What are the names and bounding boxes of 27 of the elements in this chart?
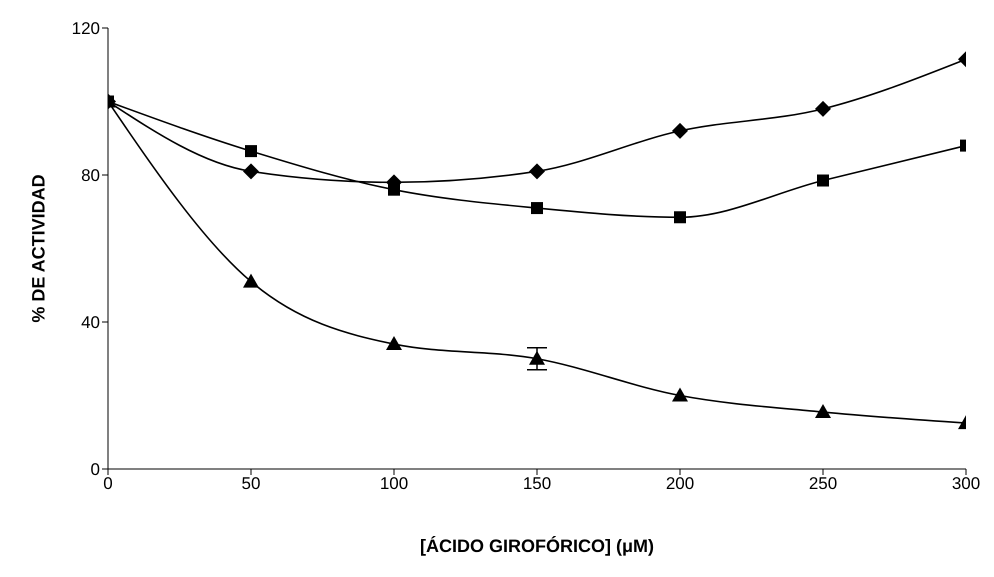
point bbox=[243, 163, 259, 180]
x-tick-label: 200 bbox=[666, 474, 694, 494]
x-tick-label: 100 bbox=[380, 474, 408, 494]
x-tick-label: 300 bbox=[952, 474, 980, 494]
y-tick-label: 40 bbox=[81, 313, 100, 332]
point bbox=[529, 163, 545, 180]
x-tick-label: 0 bbox=[103, 474, 113, 494]
x-tick-label: 250 bbox=[808, 474, 838, 494]
point bbox=[672, 388, 688, 402]
y-tick-label: 80 bbox=[81, 166, 100, 186]
point bbox=[529, 350, 545, 365]
point bbox=[815, 100, 831, 117]
point bbox=[388, 184, 400, 196]
point bbox=[672, 122, 688, 139]
point bbox=[817, 174, 829, 187]
x-tick-label: 50 bbox=[242, 474, 260, 494]
x-tick-label: 150 bbox=[522, 474, 552, 494]
y-axis-title: % DE ACTIVIDAD bbox=[28, 174, 48, 323]
y-tick-label: 120 bbox=[72, 19, 100, 38]
x-axis-title: [ÁCIDO GIROFÓRICO] (μM) bbox=[420, 536, 654, 556]
point bbox=[245, 145, 257, 158]
y-tick-label: 0 bbox=[90, 460, 100, 480]
point bbox=[386, 336, 402, 350]
point bbox=[815, 404, 831, 418]
point bbox=[674, 211, 686, 224]
point bbox=[531, 202, 543, 214]
point bbox=[243, 274, 259, 288]
